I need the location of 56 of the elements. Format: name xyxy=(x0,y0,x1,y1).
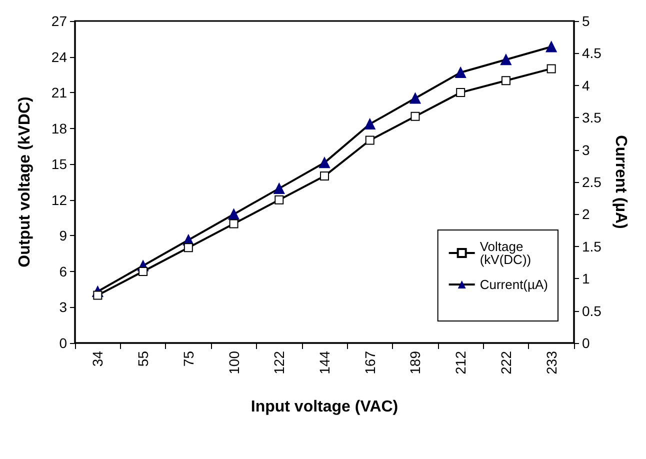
y2-tick-label: 0 xyxy=(582,335,590,351)
y-tick-label: 3 xyxy=(59,299,68,316)
point xyxy=(455,67,466,78)
point xyxy=(546,64,556,74)
point xyxy=(274,195,284,204)
point xyxy=(364,118,376,130)
point xyxy=(500,54,512,66)
point xyxy=(501,76,510,86)
y2-tick-label: 4.5 xyxy=(582,45,602,62)
point xyxy=(229,219,238,228)
x-tick-label: 75 xyxy=(180,350,196,367)
y2-axis-title: Current (µA) xyxy=(612,135,629,229)
y-tick-label: 12 xyxy=(51,192,68,208)
y-tick-label: 9 xyxy=(59,228,68,244)
legend-label: Current(µA) xyxy=(480,277,548,292)
y-tick-label: 15 xyxy=(51,156,68,172)
x-tick-label: 233 xyxy=(543,350,560,374)
y-tick-label: 21 xyxy=(51,84,68,101)
y-tick-label: 18 xyxy=(51,120,68,136)
y2-tick-label: 1.5 xyxy=(582,238,602,254)
point xyxy=(410,112,420,121)
y-tick-label: 6 xyxy=(59,263,68,280)
y-axis-title: Output voltage (kVDC) xyxy=(16,96,34,268)
x-tick-label: 100 xyxy=(226,350,242,374)
x-tick-label: 122 xyxy=(271,350,288,374)
x-tick-label: 167 xyxy=(362,350,378,374)
y2-tick-label: 2.5 xyxy=(582,174,602,190)
y2-tick-label: 2 xyxy=(582,206,590,222)
x-tick-label: 144 xyxy=(316,350,332,374)
y2-tick-label: 0.5 xyxy=(582,302,602,319)
y2-tick-label: 3 xyxy=(582,142,590,158)
point xyxy=(274,182,285,194)
y-tick-label: 27 xyxy=(51,13,68,29)
point xyxy=(456,88,466,98)
point xyxy=(93,290,102,300)
point xyxy=(410,92,421,104)
point xyxy=(319,157,330,168)
y-tick-label: 0 xyxy=(59,335,68,351)
y2-tick-label: 4 xyxy=(582,77,590,94)
point xyxy=(184,243,193,252)
point xyxy=(228,208,240,220)
x-tick-label: 189 xyxy=(407,350,424,374)
y2-tick-label: 5 xyxy=(582,13,590,29)
legend-label: Voltage (kV(DC)) xyxy=(480,239,532,267)
point xyxy=(138,266,148,276)
x-tick-label: 212 xyxy=(452,350,469,374)
y-tick-label: 24 xyxy=(51,48,68,65)
point xyxy=(546,41,557,52)
x-tick-label: 34 xyxy=(90,350,106,367)
point xyxy=(320,172,329,181)
x-tick-label: 55 xyxy=(135,350,152,367)
x-tick-label: 222 xyxy=(498,350,514,374)
point xyxy=(365,136,374,145)
y2-tick-label: 3.5 xyxy=(582,110,602,126)
y2-tick-label: 1 xyxy=(582,270,590,287)
x-axis-title: Input voltage (VAC) xyxy=(250,398,398,416)
